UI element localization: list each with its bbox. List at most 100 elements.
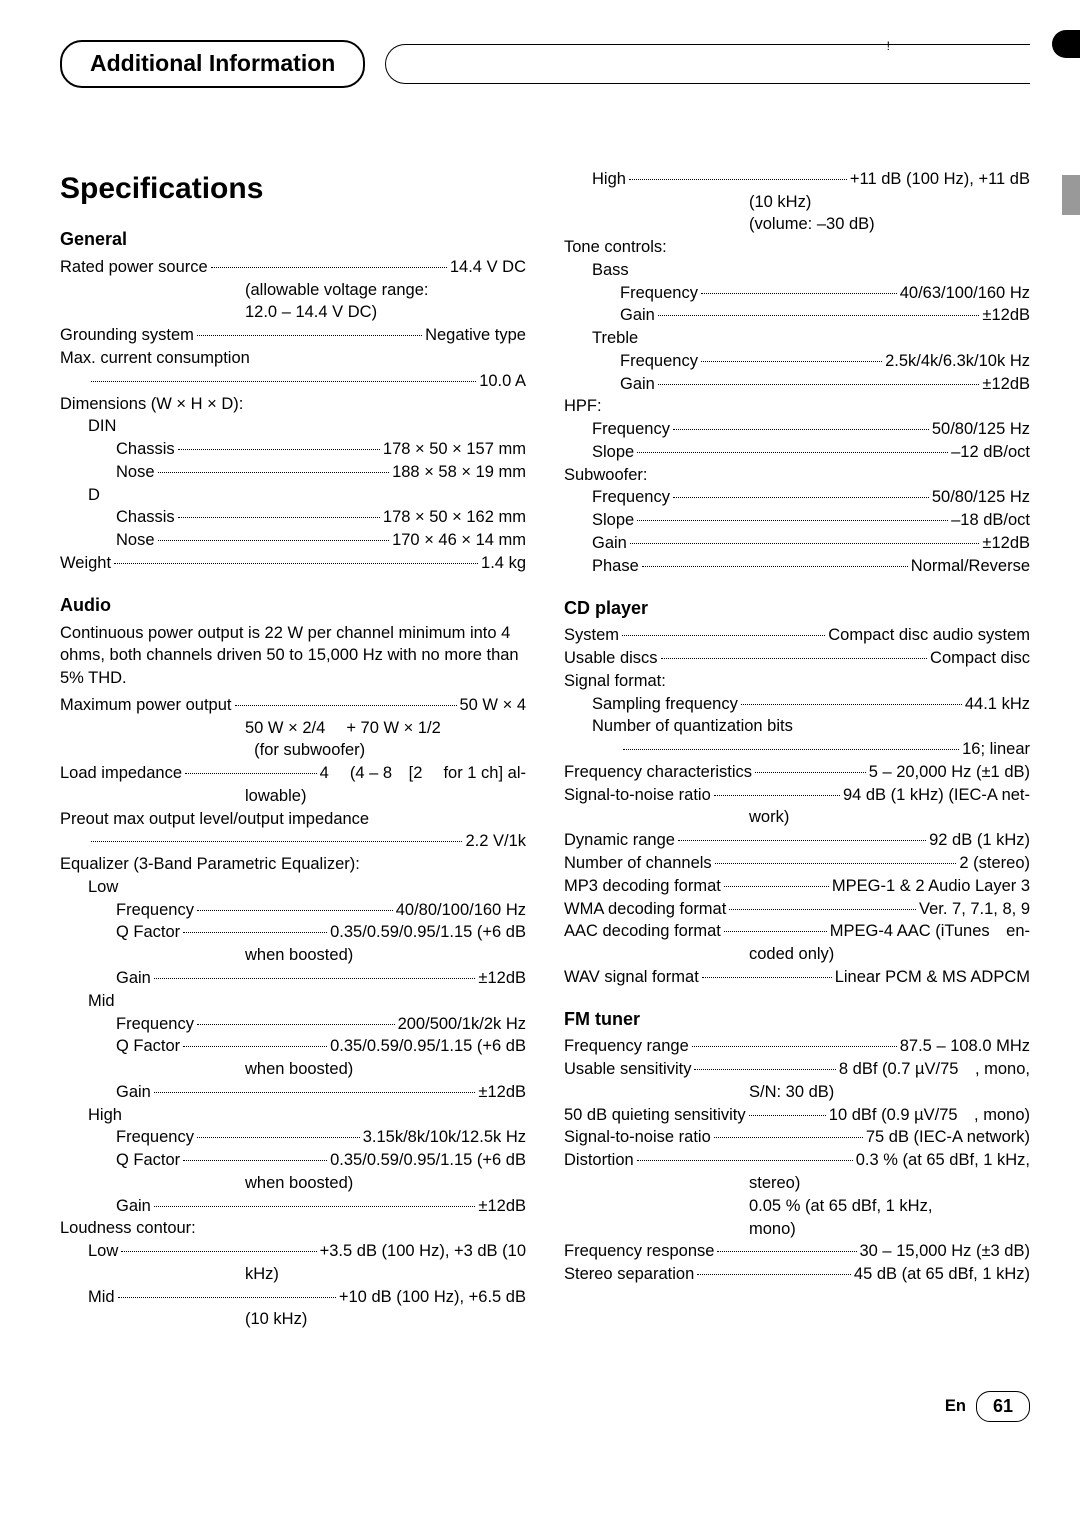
footer-lang: En bbox=[945, 1395, 966, 1418]
spec-dots bbox=[235, 705, 457, 706]
spec-dots bbox=[637, 1160, 853, 1161]
spec-dots bbox=[673, 497, 929, 498]
spec-continuation: (10 kHz) bbox=[564, 191, 1030, 214]
spec-row: Frequency range87.5 – 108.0 MHz bbox=[564, 1035, 1030, 1058]
spec-line: Preout max output level/output impedance bbox=[60, 808, 526, 831]
spec-continuation: when boosted) bbox=[60, 944, 526, 967]
spec-label: Phase bbox=[592, 555, 639, 578]
spec-dots bbox=[121, 1251, 316, 1252]
spec-value: 0.35/0.59/0.95/1.15 (+6 dB bbox=[330, 921, 526, 944]
spec-value: 0.35/0.59/0.95/1.15 (+6 dB bbox=[330, 1149, 526, 1172]
column-left: Specifications General Rated power sourc… bbox=[60, 168, 526, 1332]
spec-dots bbox=[694, 1069, 835, 1070]
spec-dots bbox=[697, 1274, 851, 1275]
spec-value: 3.15k/8k/10k/12.5k Hz bbox=[363, 1126, 526, 1149]
spec-line: Loudness contour: bbox=[60, 1217, 526, 1240]
spec-value: ±12dB bbox=[478, 967, 526, 990]
spec-dots bbox=[658, 384, 980, 385]
spec-label: Slope bbox=[592, 441, 634, 464]
spec-row: Frequency200/500/1k/2k Hz bbox=[60, 1013, 526, 1036]
spec-value: MPEG-1 & 2 Audio Layer 3 bbox=[832, 875, 1030, 898]
spec-dots bbox=[630, 543, 980, 544]
spec-value: 178 × 50 × 162 mm bbox=[383, 506, 526, 529]
spec-dots bbox=[154, 1092, 476, 1093]
spec-line: Dimensions (W × H × D): bbox=[60, 393, 526, 416]
spec-dots bbox=[183, 1160, 327, 1161]
spec-line: Number of quantization bits bbox=[564, 715, 1030, 738]
spec-row: 2.2 V/1k bbox=[60, 830, 526, 853]
spec-dots bbox=[637, 452, 948, 453]
spec-dots bbox=[715, 863, 957, 864]
spec-value: Normal/Reverse bbox=[911, 555, 1030, 578]
spec-dots bbox=[642, 566, 908, 567]
spec-continuation: when boosted) bbox=[60, 1058, 526, 1081]
spec-row: Frequency50/80/125 Hz bbox=[564, 486, 1030, 509]
spec-row: Usable discsCompact disc bbox=[564, 647, 1030, 670]
spec-value: 2.5k/4k/6.3k/10k Hz bbox=[885, 350, 1030, 373]
spec-dots bbox=[702, 977, 832, 978]
spec-dots bbox=[197, 1137, 360, 1138]
spec-label: Nose bbox=[116, 461, 155, 484]
spec-dots bbox=[714, 795, 840, 796]
spec-value: Compact disc bbox=[930, 647, 1030, 670]
spec-row: Frequency 3.15k/8k/10k/12.5k Hz bbox=[60, 1126, 526, 1149]
spec-row: Chassis178 × 50 × 157 mm bbox=[60, 438, 526, 461]
spec-dots bbox=[724, 886, 829, 887]
spec-value: 200/500/1k/2k Hz bbox=[398, 1013, 526, 1036]
spec-row: Frequency40/80/100/160 Hz bbox=[60, 899, 526, 922]
spec-value: +11 dB (100 Hz), +11 dB bbox=[850, 168, 1030, 191]
spec-row: Frequency response 30 – 15,000 Hz (±3 dB) bbox=[564, 1240, 1030, 1263]
spec-row: Gain±12dB bbox=[564, 373, 1030, 396]
spec-value: ±12dB bbox=[982, 373, 1030, 396]
spec-dots bbox=[717, 1251, 856, 1252]
spec-line: High bbox=[60, 1104, 526, 1127]
footer: En 61 bbox=[60, 1391, 1030, 1422]
footer-page: 61 bbox=[976, 1391, 1030, 1422]
spec-value: MPEG-4 AAC (iTunes en- bbox=[830, 920, 1030, 943]
spec-value: 4 (4 – 8 [2 for 1 ch] al- bbox=[320, 762, 526, 785]
heading-cd: CD player bbox=[564, 596, 1030, 621]
spec-value: 10 dBf (0.9 µV/75 , mono) bbox=[829, 1104, 1030, 1127]
spec-row: Low+3.5 dB (100 Hz), +3 dB (10 bbox=[60, 1240, 526, 1263]
spec-value: +3.5 dB (100 Hz), +3 dB (10 bbox=[320, 1240, 526, 1263]
spec-value: 50 W × 4 bbox=[460, 694, 527, 717]
spec-dots bbox=[197, 910, 393, 911]
spec-dots bbox=[158, 472, 390, 473]
spec-value: 75 dB (IEC-A network) bbox=[866, 1126, 1030, 1149]
spec-value: 30 – 15,000 Hz (±3 dB) bbox=[860, 1240, 1031, 1263]
spec-dots bbox=[158, 540, 390, 541]
spec-line: Tone controls: bbox=[564, 236, 1030, 259]
exclaim-mark: ! bbox=[887, 38, 890, 55]
spec-row: Signal-to-noise ratio75 dB (IEC-A networ… bbox=[564, 1126, 1030, 1149]
spec-continuation: stereo) bbox=[564, 1172, 1030, 1195]
spec-value: 0.3 % (at 65 dBf, 1 kHz, bbox=[856, 1149, 1030, 1172]
spec-value: 87.5 – 108.0 MHz bbox=[900, 1035, 1030, 1058]
spec-value: Compact disc audio system bbox=[828, 624, 1030, 647]
spec-label: Chassis bbox=[116, 438, 175, 461]
spec-row: 50 dB quieting sensitivity10 dBf (0.9 µV… bbox=[564, 1104, 1030, 1127]
spec-row: Nose170 × 46 × 14 mm bbox=[60, 529, 526, 552]
spec-continuation: (for subwoofer) bbox=[60, 739, 526, 762]
spec-row: Number of channels2 (stereo) bbox=[564, 852, 1030, 875]
spec-value: 94 dB (1 kHz) (IEC-A net- bbox=[843, 784, 1030, 807]
spec-value: Ver. 7, 7.1, 8, 9 bbox=[919, 898, 1030, 921]
spec-label: Frequency response bbox=[564, 1240, 714, 1263]
spec-continuation: work) bbox=[564, 806, 1030, 829]
spec-value: 40/63/100/160 Hz bbox=[900, 282, 1030, 305]
spec-value: Negative type bbox=[425, 324, 526, 347]
spec-label: Frequency bbox=[592, 418, 670, 441]
spec-label: Frequency bbox=[116, 1126, 194, 1149]
spec-continuation: mono) bbox=[564, 1218, 1030, 1241]
spec-label: Rated power source bbox=[60, 256, 208, 279]
spec-row: Q Factor0.35/0.59/0.95/1.15 (+6 dB bbox=[60, 1035, 526, 1058]
spec-label: Distortion bbox=[564, 1149, 634, 1172]
section-pill-label: Additional Information bbox=[90, 50, 335, 76]
spec-value: ±12dB bbox=[478, 1195, 526, 1218]
spec-value: 92 dB (1 kHz) bbox=[929, 829, 1030, 852]
spec-value: –12 dB/oct bbox=[951, 441, 1030, 464]
spec-dots bbox=[622, 635, 825, 636]
spec-row: Gain±12dB bbox=[60, 967, 526, 990]
spec-dots bbox=[183, 1046, 327, 1047]
spec-row: WMA decoding formatVer. 7, 7.1, 8, 9 bbox=[564, 898, 1030, 921]
section-pill-empty bbox=[385, 44, 1030, 84]
